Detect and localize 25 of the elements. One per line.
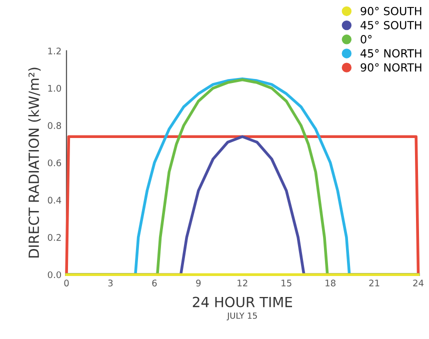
- legend-label: 90° SOUTH: [360, 6, 422, 16]
- y-tick-label: 0.6: [48, 159, 62, 166]
- y-tick-label: 0.4: [48, 196, 62, 204]
- y-tick-label: 0.2: [48, 234, 61, 241]
- text: JULY 15: [226, 312, 257, 320]
- x-tick-label: 15: [282, 280, 292, 286]
- legend-label: 90° NORTH: [360, 63, 422, 72]
- y-tick-label: 0.8: [48, 122, 62, 129]
- x-tick-label: 6: [152, 280, 157, 286]
- y-tick-label: 0.0: [48, 271, 62, 278]
- x-tick-label: 3: [108, 280, 113, 286]
- y-tick-label: 1.0: [48, 84, 62, 92]
- x-tick-label: 21: [369, 280, 380, 286]
- legend-label: 45° NORTH: [360, 49, 422, 58]
- legend-label: 0°: [360, 35, 372, 44]
- y-tick-label: 1.2: [48, 48, 61, 54]
- x-tick-label: 24: [413, 280, 424, 286]
- y-axis-title: DIRECT RADIATION (kW/m²): [28, 68, 41, 258]
- x-tick-label: 0: [64, 280, 69, 286]
- line-series: [65, 135, 420, 276]
- x-tick-label: 12: [238, 280, 248, 286]
- x-tick-label: 18: [326, 280, 336, 286]
- x-tick-label: 9: [196, 280, 201, 286]
- legend-label: 45° SOUTH: [360, 20, 422, 30]
- x-axis-title: 24 HOUR TIME: [192, 296, 292, 308]
